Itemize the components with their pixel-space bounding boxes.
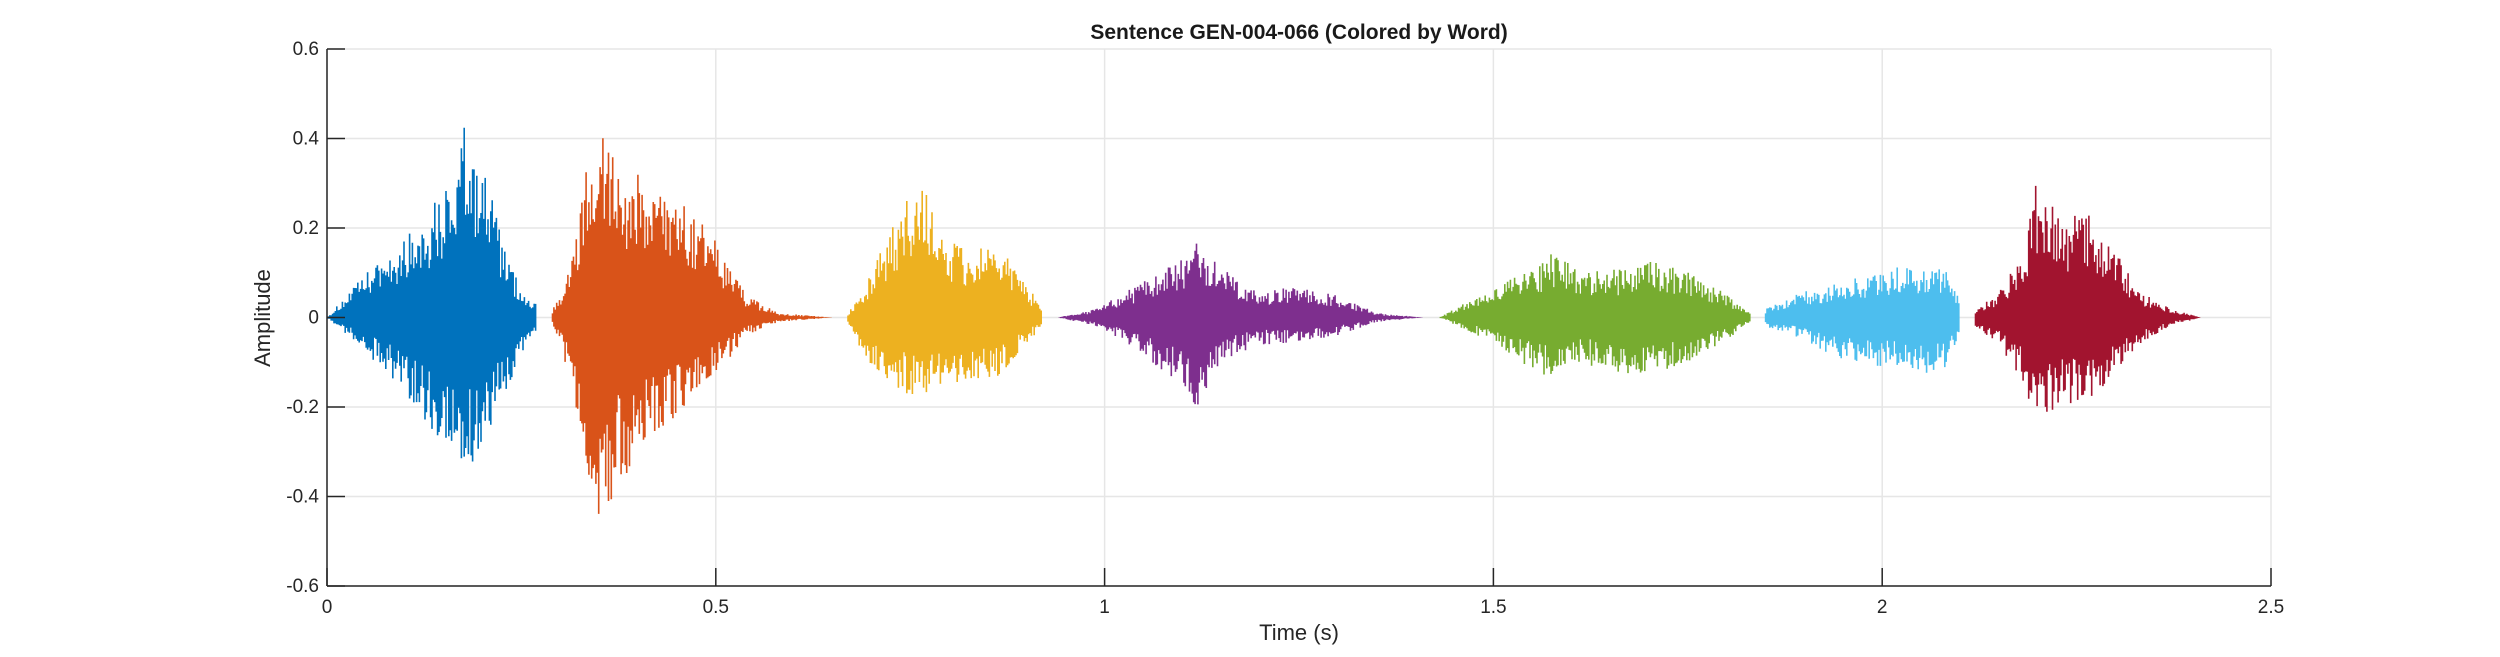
x-tick-labels: 0 0.5 1 1.5 2 2.5	[322, 597, 2285, 618]
x-tick-label: 0.5	[703, 597, 729, 618]
waveform-series-3	[847, 190, 1042, 394]
y-tick-label: 0.2	[293, 218, 319, 239]
x-tick-label: 2	[1877, 597, 1888, 618]
x-axis-label: Time (s)	[1259, 620, 1339, 645]
y-tick-labels: -0.6 -0.4 -0.2 0 0.2 0.4 0.6	[286, 39, 319, 597]
waveform-series-7	[1974, 185, 2201, 412]
waveform-series-4	[1058, 243, 1423, 405]
series-group	[327, 127, 2201, 514]
x-tick-label: 2.5	[2258, 597, 2284, 618]
x-tick-label: 1	[1099, 597, 1110, 618]
y-tick-label: -0.6	[286, 576, 319, 597]
y-tick-label: -0.4	[286, 487, 319, 508]
chart-title: Sentence GEN-004-066 (Colored by Word)	[1090, 21, 1507, 44]
y-tick-label: 0	[308, 308, 319, 329]
y-axis-label: Amplitude	[250, 269, 275, 367]
x-tick-label: 0	[322, 597, 333, 618]
y-tick-label: -0.2	[286, 397, 319, 418]
axes	[326, 48, 2272, 587]
y-tick-label: 0.6	[293, 39, 319, 60]
y-tick-label: 0.4	[293, 129, 320, 150]
waveform-series-6	[1764, 267, 1960, 373]
waveform-series-5	[1439, 254, 1751, 375]
waveform-series-2	[551, 138, 832, 514]
x-tick-label: 1.5	[1480, 597, 1506, 618]
waveform-series-1	[327, 127, 537, 462]
